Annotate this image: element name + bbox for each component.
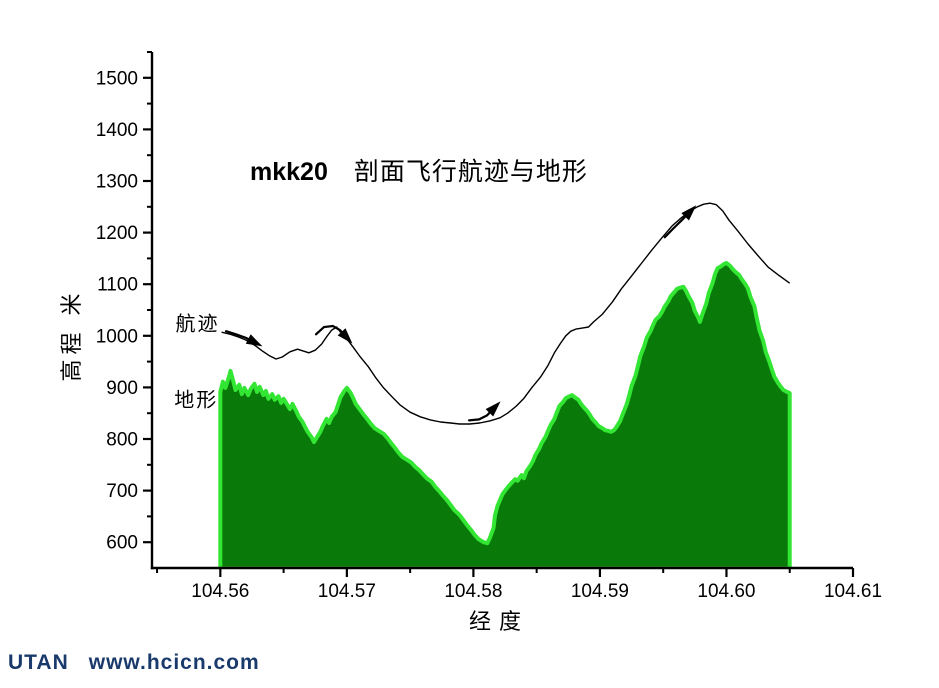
- trajectory-arrow-head: [245, 334, 263, 347]
- terrain-edge: [218, 261, 792, 569]
- y-tick-label: 600: [106, 533, 138, 554]
- chart-title-text: 剖面飞行航迹与地形: [353, 157, 588, 186]
- x-tick-label: 104.61: [824, 581, 882, 602]
- y-tick-label: 1400: [96, 120, 138, 141]
- x-axis: 104.56 104.57 104.58 104.59 104.60 104.61: [150, 566, 882, 602]
- y-tick-label: 800: [106, 430, 138, 451]
- y-tick-label: 900: [106, 378, 138, 399]
- watermark-url: www.hcicn.com: [88, 651, 260, 674]
- watermark-brand: UTAN: [8, 651, 69, 674]
- y-tick-label: 1200: [96, 223, 138, 244]
- y-tick-label: 1500: [96, 68, 138, 89]
- y-axis-title: 高程 米: [60, 288, 85, 382]
- chart-title: mkk20 剖面飞行航迹与地形: [250, 152, 588, 188]
- x-axis-title: 经度: [468, 610, 530, 635]
- trajectory-arrow-head: [337, 328, 353, 344]
- watermark: UTAN www.hcicn.com: [8, 651, 280, 675]
- trajectory-arrow-head: [681, 205, 697, 221]
- x-tick-label: 104.59: [571, 581, 629, 602]
- y-tick-label: 1000: [96, 326, 138, 347]
- chart-title-prefix: mkk20: [250, 158, 328, 186]
- y-tick-label: 1300: [96, 172, 138, 193]
- x-tick-label: 104.58: [444, 581, 502, 602]
- y-tick-label: 1100: [97, 275, 138, 296]
- trajectory-arrow-head: [485, 401, 501, 417]
- x-tick-label: 104.60: [697, 581, 755, 602]
- y-axis: 600 700 800 900 1000 1100 1200 1300 1400 1500: [96, 51, 154, 570]
- x-tick-label: 104.56: [191, 581, 249, 602]
- annotation-label: 地形: [174, 387, 219, 412]
- y-tick-label: 700: [106, 481, 138, 502]
- annotation-label: 航迹: [175, 311, 220, 336]
- x-tick-label: 104.57: [318, 581, 376, 602]
